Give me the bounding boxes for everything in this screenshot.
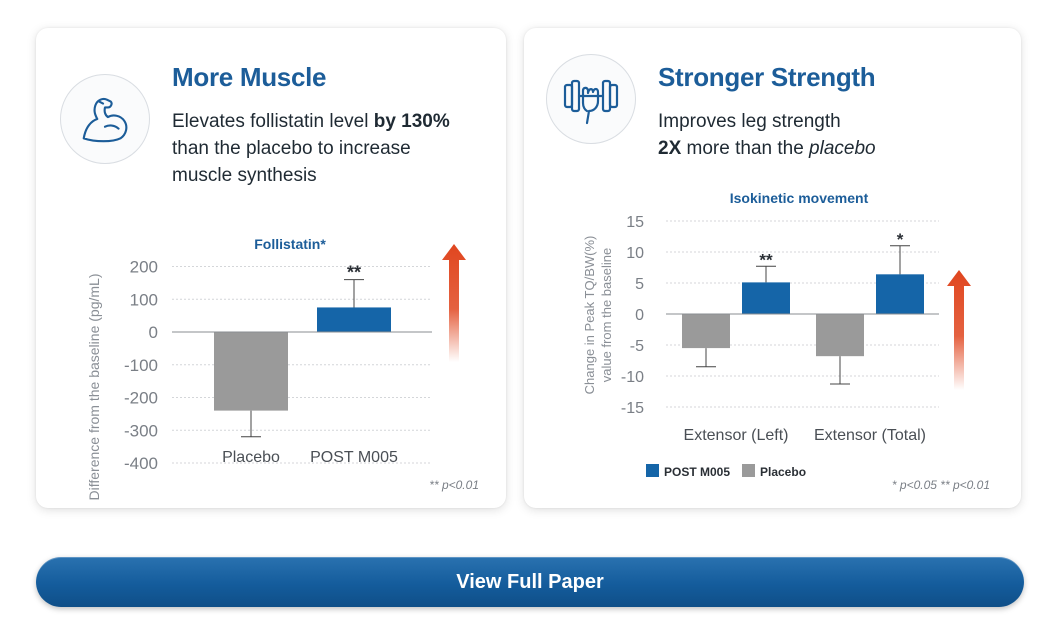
chart-title: Isokinetic movement — [730, 190, 869, 206]
desc-highlight: by 130% — [373, 111, 450, 132]
desc-line-1: Improves leg strength — [658, 111, 841, 132]
desc-prefix: Elevates follistatin level — [172, 111, 374, 132]
desc-line-2: 2X more than the placebo — [658, 135, 978, 162]
bar-placebo — [214, 332, 288, 411]
stronger-strength-card: Stronger Strength Improves leg strength … — [524, 28, 1021, 508]
bar-post-m005 — [317, 307, 391, 332]
y-tick-label: 0 — [149, 323, 158, 342]
bar-placebo — [682, 314, 730, 349]
y-axis-title-line: value from the baseline — [599, 248, 614, 382]
category-label: POST M005 — [310, 449, 398, 466]
card-description: Improves leg strength 2X more than the p… — [658, 108, 978, 162]
legend-swatch-placebo — [742, 464, 755, 477]
y-tick-label: -100 — [124, 356, 158, 375]
view-full-paper-button[interactable]: View Full Paper — [36, 557, 1024, 607]
footnote: * p<0.05 ** p<0.01 — [892, 478, 990, 492]
bar-post-m005 — [742, 282, 790, 314]
card-description: Elevates follistatin level by 130% than … — [172, 108, 472, 189]
legend-label: POST M005 — [664, 465, 730, 479]
y-tick-label: 200 — [130, 258, 158, 277]
footnote: ** p<0.01 — [429, 478, 479, 492]
y-tick-label: -15 — [621, 400, 644, 417]
dumbbell-hand-icon — [563, 79, 619, 125]
legend-swatch-post — [646, 464, 659, 477]
y-tick-label: -10 — [621, 369, 644, 386]
desc-suffix: than the placebo to increase muscle synt… — [172, 138, 411, 186]
y-axis-title-line: Change in Peak TQ/BW(%) — [582, 236, 597, 395]
category-label: Placebo — [222, 449, 280, 466]
icon-circle — [546, 54, 636, 144]
y-tick-label: 5 — [635, 276, 644, 293]
y-tick-label: 10 — [626, 245, 644, 262]
chart-title: Follistatin* — [254, 236, 326, 252]
isokinetic-chart: Isokinetic movement 15 10 5 0 -5 -10 -15 Change … — [582, 190, 990, 492]
y-axis-title: Difference from the baseline (pg/mL) — [86, 274, 102, 501]
y-tick-label: -300 — [124, 421, 158, 440]
y-tick-label: -5 — [630, 338, 644, 355]
y-tick-label: 15 — [626, 214, 644, 231]
card-title: Stronger Strength — [658, 62, 876, 92]
y-tick-label: 100 — [130, 290, 158, 309]
follistatin-chart: Follistatin* 200 100 0 -100 -200 -300 -400 Diffe… — [86, 236, 479, 501]
bar-post-m005 — [876, 274, 924, 314]
desc-italic: placebo — [809, 138, 876, 159]
legend-label: Placebo — [760, 465, 806, 479]
y-tick-label: -400 — [124, 454, 158, 473]
desc-highlight: 2X — [658, 138, 682, 159]
category-label: Extensor (Total) — [814, 427, 926, 444]
significance-marker: * — [897, 230, 904, 249]
bar-placebo — [816, 314, 864, 357]
increase-arrow-icon — [947, 270, 971, 390]
y-axis-title: Change in Peak TQ/BW(%) value from the ba… — [582, 236, 614, 395]
icon-circle — [60, 74, 150, 164]
card-title: More Muscle — [172, 62, 327, 92]
category-label: Extensor (Left) — [684, 427, 789, 444]
y-tick-label: -200 — [124, 389, 158, 408]
significance-marker: ** — [759, 250, 773, 269]
more-muscle-card: More Muscle Elevates follistatin level b… — [36, 28, 506, 508]
desc-mid: more than the — [681, 138, 810, 159]
flexed-arm-icon — [82, 97, 128, 143]
increase-arrow-icon — [442, 244, 466, 362]
significance-marker: ** — [347, 263, 361, 283]
y-tick-label: 0 — [635, 307, 644, 324]
